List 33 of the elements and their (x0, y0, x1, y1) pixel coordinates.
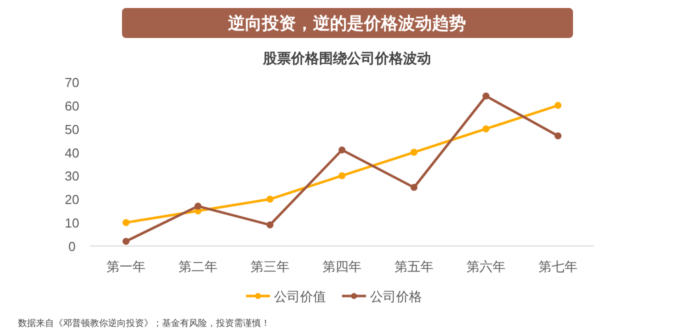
y-tick-label: 70 (64, 75, 80, 90)
point (410, 184, 418, 191)
y-tick-label: 0 (68, 239, 76, 254)
point (554, 132, 562, 140)
y-tick-label: 50 (64, 122, 80, 137)
legend-label: 公司价值 (274, 289, 326, 304)
point (554, 102, 562, 109)
y-tick-label: 40 (64, 145, 80, 160)
point (122, 219, 130, 226)
x-tick-label: 第二年 (178, 259, 218, 274)
chart-subtitle: 股票价格围绕公司价格波动 (262, 50, 431, 66)
x-tick-label: 第一年 (106, 259, 146, 274)
x-tick-label: 第三年 (250, 259, 290, 274)
point (122, 238, 130, 245)
x-tick-label: 第四年 (322, 259, 362, 274)
point (266, 196, 274, 203)
point (410, 148, 418, 156)
x-tick-label: 第五年 (394, 259, 434, 274)
point (482, 125, 490, 132)
legend-label: 公司价格 (370, 289, 422, 304)
x-tick-label: 第七年 (538, 259, 578, 274)
point (194, 202, 202, 210)
point (482, 92, 490, 100)
text: 数据来自《邓普顿教你逆向投资》；基金有风险，投资需谨慎！ (18, 318, 270, 328)
x-tick-label: 第六年 (466, 259, 506, 274)
y-tick-label: 60 (64, 98, 80, 114)
point (266, 221, 274, 228)
chart-title: 逆向投资，逆的是价格波动趋势 (227, 14, 466, 33)
point (338, 172, 346, 180)
point (338, 146, 346, 154)
y-tick-label: 20 (64, 192, 80, 208)
y-tick-label: 30 (64, 168, 80, 184)
y-tick-label: 10 (64, 216, 80, 231)
